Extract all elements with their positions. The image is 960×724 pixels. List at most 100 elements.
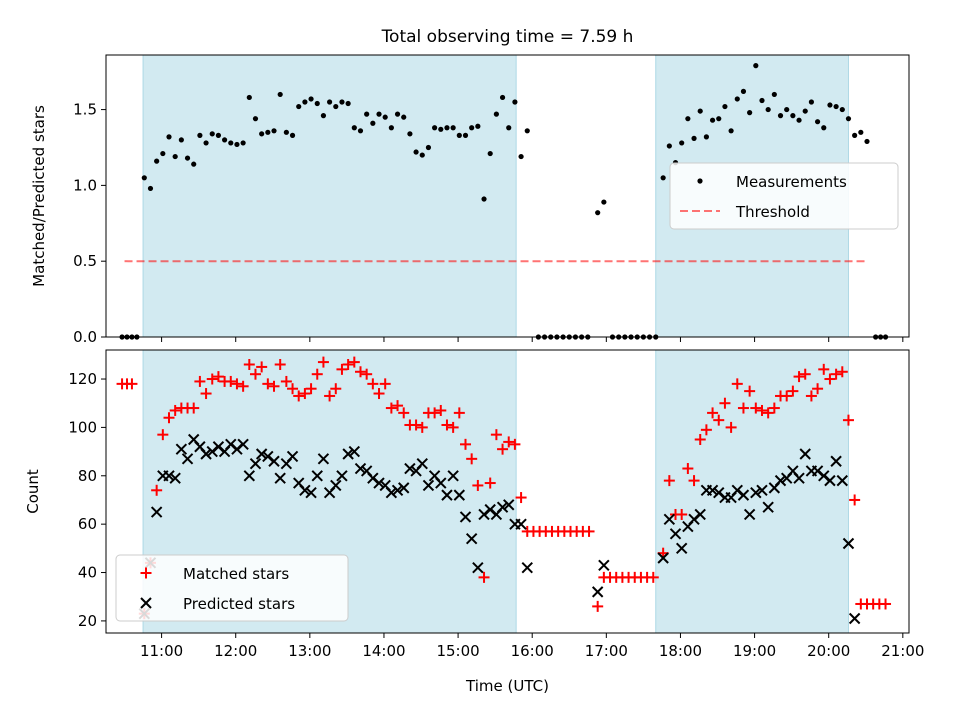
matched-star-point: [262, 378, 274, 390]
measurement-point: [790, 113, 796, 119]
measurement-point: [734, 96, 740, 102]
matched-star-point: [287, 383, 299, 395]
matched-star-point: [379, 378, 391, 390]
measurement-point: [814, 119, 821, 125]
measurement-point: [327, 99, 333, 105]
matched-star-point: [410, 419, 422, 431]
measurement-point: [833, 103, 839, 110]
matched-star-point: [194, 375, 206, 387]
measurement-point: [345, 100, 351, 107]
x-tick-label: 17:00: [585, 642, 628, 660]
predicted-star-point: [181, 453, 194, 465]
matched-star-point: [299, 388, 311, 400]
predicted-star-point: [268, 455, 280, 467]
predicted-star-point: [441, 489, 453, 501]
predicted-star-point: [496, 501, 509, 513]
measurement-point: [524, 128, 530, 134]
measurement-point: [333, 103, 339, 110]
matched-star-point: [515, 492, 527, 504]
matched-star-point: [249, 368, 261, 380]
bottom-axes-frame: [105, 349, 910, 634]
predicted-star-point: [830, 455, 842, 467]
matched-star-point: [812, 383, 824, 395]
measurement-point: [178, 137, 184, 143]
measurement-point: [394, 111, 401, 117]
matched-star-point: [243, 359, 255, 371]
matched-star-point: [880, 598, 892, 610]
measurement-point: [759, 97, 765, 104]
matched-star-point: [750, 402, 762, 414]
predicted-star-point: [743, 508, 756, 521]
measurement-point: [203, 140, 209, 146]
x-tick-label: 19:00: [733, 642, 776, 660]
matched-star-point: [719, 397, 731, 409]
matched-star-point: [342, 359, 354, 371]
matched-star-point: [830, 368, 842, 380]
matched-star-point: [237, 380, 249, 392]
measurement-point: [259, 131, 265, 137]
measurement-point: [401, 114, 407, 120]
measurement-point: [660, 175, 666, 181]
matched-star-point: [647, 571, 659, 583]
y-tick-label: 1.0: [73, 176, 97, 194]
measurement-point: [462, 132, 469, 138]
matched-star-point: [503, 436, 515, 448]
matched-star-point: [676, 508, 688, 520]
matched-star-point: [849, 494, 861, 506]
matched-star-point: [441, 419, 453, 431]
measurement-point: [425, 144, 432, 151]
matched-star-point: [126, 378, 138, 390]
measurement-point: [407, 131, 413, 137]
predicted-star-point: [317, 453, 330, 465]
matched-star-point: [354, 366, 366, 378]
matched-star-point: [466, 453, 478, 465]
matched-star-point: [447, 421, 459, 433]
predicted-star-point: [669, 528, 682, 540]
legend-box: [669, 162, 899, 230]
predicted-star-point: [453, 489, 466, 501]
bottom-y-axis-label: Count: [24, 469, 42, 514]
matched-star-point: [429, 407, 441, 419]
legend-predicted-marker: [140, 597, 152, 609]
legend-label: Measurements: [736, 173, 847, 191]
measurement-point: [370, 120, 376, 126]
predicted-star-point: [255, 448, 268, 460]
predicted-star-point: [391, 484, 404, 496]
measurement-point: [265, 129, 271, 135]
matched-star-point: [373, 388, 385, 400]
measurement-point: [184, 155, 191, 161]
matched-star-point: [268, 380, 280, 392]
matched-star-point: [818, 363, 830, 375]
predicted-star-point: [404, 462, 416, 475]
measurement-point: [777, 113, 784, 119]
measurement-point: [413, 149, 419, 155]
predicted-star-point: [237, 438, 249, 451]
matched-star-point: [842, 414, 854, 426]
measurement-point: [339, 99, 345, 105]
measurement-point: [376, 111, 382, 117]
measurement-point: [506, 125, 512, 131]
measurement-point: [364, 111, 370, 117]
predicted-star-point: [503, 499, 515, 511]
matched-star-point: [151, 484, 163, 496]
measurement-point: [252, 116, 259, 122]
matched-star-point: [453, 407, 465, 419]
legend-label: Matched stars: [183, 565, 289, 583]
y-tick-label: 40: [78, 564, 97, 582]
bottom-panel: 20 40 60 80 100 120 11:00 12:00 13:00 14:00 15:00…: [24, 349, 924, 695]
matched-star-point: [361, 368, 373, 380]
measurement-point: [444, 125, 450, 131]
measurement-point: [685, 116, 691, 122]
matched-star-point: [737, 402, 749, 414]
matched-star-point: [768, 402, 780, 414]
predicted-star-point: [342, 448, 354, 460]
predicted-star-point: [416, 457, 428, 470]
measurement-point: [246, 94, 252, 101]
x-tick-label: 20:00: [807, 642, 850, 660]
matched-star-point: [231, 378, 243, 390]
matched-star-point: [274, 359, 286, 371]
matched-star-point: [200, 388, 212, 400]
predicted-star-point: [385, 487, 398, 499]
measurement-point: [172, 153, 178, 160]
measurement-point: [160, 150, 166, 157]
